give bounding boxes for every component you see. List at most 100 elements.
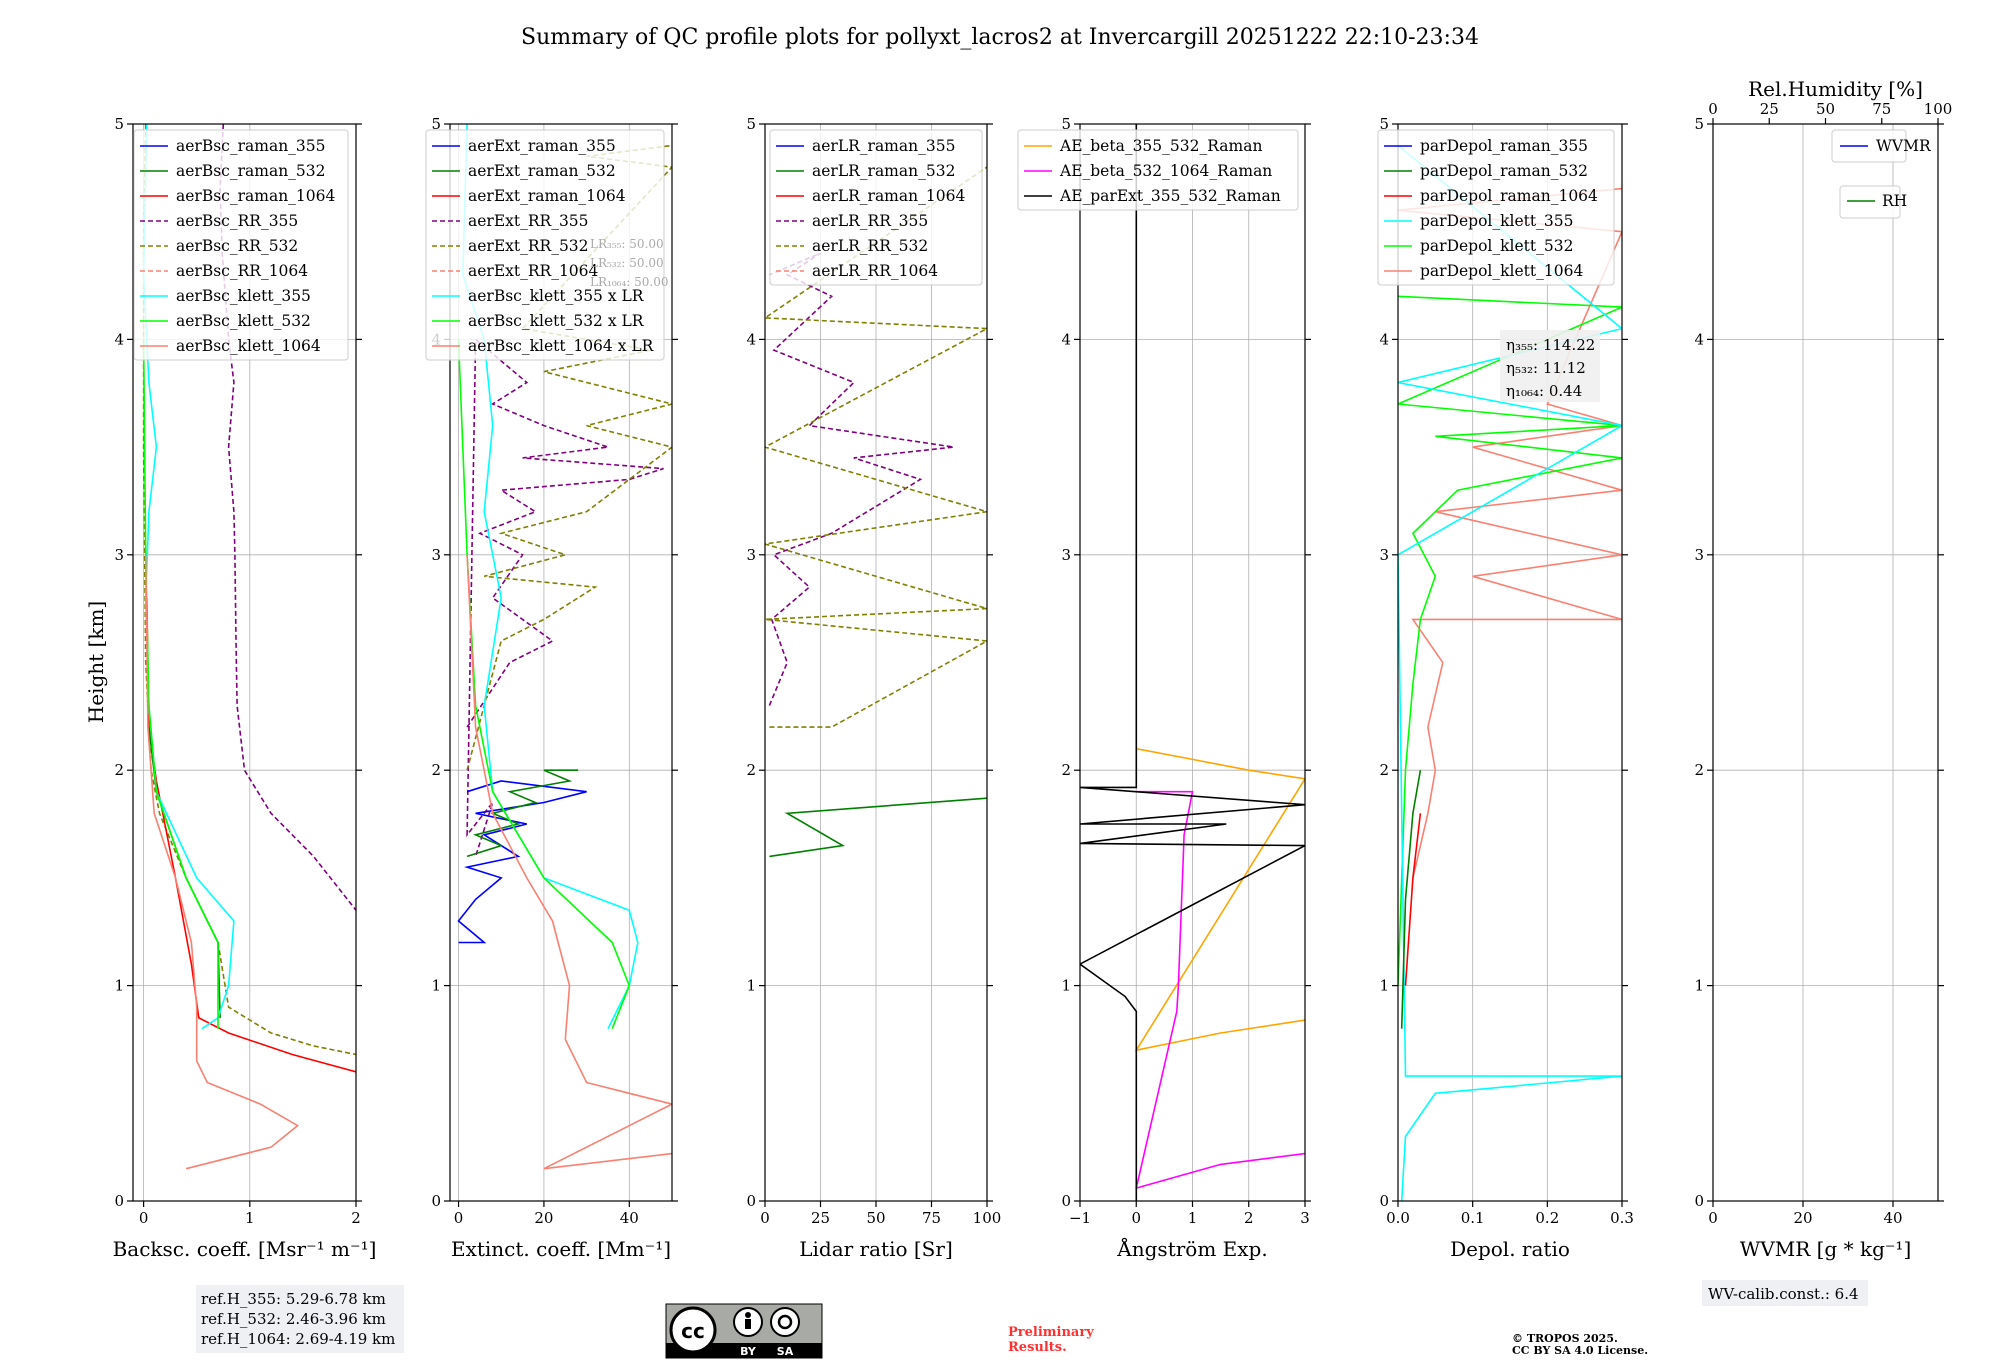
- y-tick-label: 5: [431, 115, 441, 133]
- legend-label: aerLR_RR_355: [812, 212, 928, 230]
- sa-icon: [770, 1307, 800, 1337]
- top-tick-label: 0: [1708, 100, 1718, 118]
- series-ae-beta-355-532-raman: [1134, 747, 1305, 1052]
- legend-label: aerExt_RR_355: [468, 212, 589, 230]
- y-tick-label: 4: [114, 330, 124, 348]
- top-axis-label: Rel.Humidity [%]: [1748, 77, 1923, 101]
- legend-label: aerBsc_raman_1064: [176, 187, 336, 205]
- x-tick-label: 0: [454, 1209, 464, 1227]
- y-tick-label: 4: [746, 330, 756, 348]
- series-pardepol-raman-1064: [1404, 813, 1422, 986]
- y-tick-label: 1: [1694, 977, 1704, 995]
- series-aerext-raman-532: [466, 769, 579, 858]
- y-tick-label: 0: [1379, 1192, 1389, 1210]
- x-tick-label: 20: [534, 1209, 553, 1227]
- figure-title: Summary of QC profile plots for pollyxt_…: [521, 25, 1479, 50]
- legend-label: aerBsc_RR_532: [176, 237, 298, 255]
- legend-box: [133, 129, 349, 361]
- series-aerbsc-klett-532: [142, 339, 219, 1029]
- panel-ext: 02040012345Extinct. coeff. [Mm⁻¹]aerExt_…: [425, 115, 678, 1261]
- x-tick-label: 40: [620, 1209, 639, 1227]
- legend-label: WVMR: [1876, 137, 1932, 155]
- panel-bsc: 0 1 2 0 1 2 3 4 5 Backsc. coeff. [Msr⁻¹ m⁻¹] aerBs…: [113, 115, 377, 1261]
- ref-height-text: ref.H_355: 5.29-6.78 km: [201, 1290, 386, 1308]
- copyright-text: CC BY SA 4.0 License.: [1512, 1344, 1648, 1357]
- x-tick-label: 2: [1244, 1209, 1254, 1227]
- legend-label: aerExt_raman_532: [468, 162, 616, 180]
- series-pardepol-klett-1064: [1398, 187, 1622, 879]
- legend-label: aerBsc_raman_355: [176, 137, 326, 155]
- series-aerext-rr-355: [466, 337, 664, 857]
- series-aerbsc-rr-532: [142, 124, 356, 1056]
- y-tick-label: 1: [1379, 977, 1389, 995]
- legend-label: AE_beta_355_532_Raman: [1059, 137, 1262, 155]
- x-tick-label: 75: [922, 1209, 941, 1227]
- legend-label: parDepol_klett_1064: [1420, 262, 1583, 280]
- legend-label: parDepol_klett_355: [1420, 212, 1573, 230]
- series-group: [1080, 124, 1305, 1201]
- x-tick-label: 0: [1708, 1209, 1718, 1227]
- x-tick-label: 100: [973, 1209, 1002, 1227]
- y-tick-label: 1: [746, 977, 756, 995]
- y-tick-label: 0: [1694, 1192, 1704, 1210]
- series-pardepol-raman-532: [1400, 770, 1422, 1029]
- y-tick-label: 3: [431, 546, 441, 564]
- sa-icon-arrow: [777, 1314, 793, 1330]
- legend-label: aerLR_RR_1064: [812, 262, 938, 280]
- y-tick-label: 4: [1061, 330, 1071, 348]
- x-axis-label: Ångström Exp.: [1116, 1236, 1267, 1261]
- series-aerbsc-raman-1064: [146, 597, 356, 1073]
- legend-box: [769, 129, 983, 286]
- series-ae-parext-355-532-raman: [1080, 124, 1305, 1201]
- y-tick-label: 2: [1061, 761, 1071, 779]
- legend-label: aerBsc_klett_1064: [176, 337, 321, 355]
- eta-box: [1500, 330, 1600, 402]
- series-aerbsc-rr-355: [219, 124, 356, 911]
- legend-label: aerBsc_klett_532 x LR: [468, 312, 645, 330]
- y-tick-label: 1: [1061, 977, 1071, 995]
- x-tick-label: 20: [1793, 1209, 1812, 1227]
- axes-frame: [449, 123, 673, 1202]
- ref-height-text: ref.H_1064: 2.69-4.19 km: [201, 1330, 395, 1348]
- x-tick-label: 40: [1883, 1209, 1902, 1227]
- legend-label: parDepol_raman_355: [1420, 137, 1588, 155]
- legend-label: aerLR_RR_532: [812, 237, 928, 255]
- preliminary-text: Preliminary: [1008, 1325, 1094, 1340]
- panel-depol: 0.0 0.1 0.2 0.3 0 1 2 3 4 5 Depol. ratio parDepol_r…: [1377, 115, 1634, 1261]
- series-aerbsc-klett-1064: [144, 554, 300, 1170]
- wv-calib-text: WV-calib.const.: 6.4: [1708, 1285, 1859, 1303]
- by-label: BY: [740, 1345, 757, 1358]
- legend-label: AE_beta_532_1064_Raman: [1059, 162, 1272, 180]
- y-tick-label: 3: [1694, 546, 1704, 564]
- legend-label: RH: [1882, 192, 1907, 210]
- top-tick-label: 50: [1816, 100, 1835, 118]
- legend-label: aerExt_raman_1064: [468, 187, 626, 205]
- y-tick-label: 5: [1694, 115, 1704, 133]
- sa-label: SA: [777, 1345, 794, 1358]
- axes-frame: [1397, 123, 1623, 1202]
- legend-box: [1377, 129, 1615, 286]
- x-tick-label: 3: [1300, 1209, 1310, 1227]
- x-tick-label: 50: [866, 1209, 885, 1227]
- cc-icon: [669, 1306, 717, 1354]
- x-tick-label: 0.2: [1535, 1209, 1559, 1227]
- series-group: [1398, 144, 1622, 1201]
- x-axis-label: WVMR [g * kg⁻¹]: [1740, 1237, 1912, 1261]
- legend-label: aerBsc_RR_1064: [176, 262, 308, 280]
- lr-label: LR₅₃₂: 50.00: [590, 256, 664, 270]
- eta-label: η₁₀₆₄: 0.44: [1506, 382, 1582, 400]
- legend-label: aerBsc_klett_532: [176, 312, 311, 330]
- y-tick-label: 0: [431, 1192, 441, 1210]
- legend-label: aerExt_raman_355: [468, 137, 616, 155]
- panel-wv: 0 20 40 0 1 2 3 4 5 WVMR [g * kg⁻¹] 0 25 50 75 100Rel.…: [1694, 77, 1952, 1261]
- series-aerbsc-klett-1064-x-lr: [466, 554, 672, 1170]
- legend-label: parDepol_klett_532: [1420, 237, 1573, 255]
- legend: aerLR_raman_355 aerLR_raman_532 aerLR_rama…: [769, 129, 983, 286]
- lr-label: LR₁₀₆₄: 50.00: [590, 275, 668, 289]
- ref-height-text: ref.H_532: 2.46-3.96 km: [201, 1310, 386, 1328]
- y-axis-label: Height [km]: [84, 601, 108, 723]
- legend-label: aerLR_raman_1064: [812, 187, 965, 205]
- legend-label: aerBsc_RR_355: [176, 212, 298, 230]
- legend-label: parDepol_raman_1064: [1420, 187, 1598, 205]
